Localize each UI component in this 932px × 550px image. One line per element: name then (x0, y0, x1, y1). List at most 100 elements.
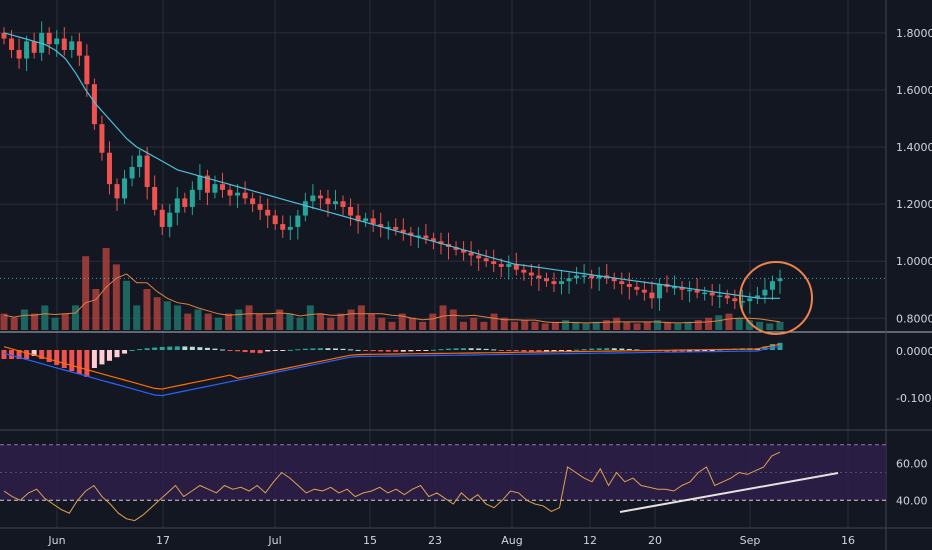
volume-bar-31 (317, 313, 325, 330)
candle-body-93 (702, 292, 708, 295)
candle-body-36 (272, 215, 278, 225)
macd-hist-35 (265, 350, 271, 352)
candle-body-66 (498, 264, 504, 267)
volume-bar-51 (521, 320, 529, 330)
candle-body-77 (581, 275, 587, 277)
macd-hist-72 (543, 350, 549, 352)
volume-bar-19 (194, 309, 202, 330)
macd-hist-59 (446, 348, 452, 350)
candle-body-102 (769, 281, 775, 290)
candle-body-12 (91, 84, 97, 125)
volume-bar-35 (357, 305, 365, 330)
candle-body-45 (340, 201, 346, 207)
candle-body-27 (204, 175, 210, 193)
candle-body-74 (559, 281, 565, 285)
candle-body-48 (363, 218, 369, 222)
axes: 1.8000 1.6000 1.4000 1.2000 1.0000 0.8000 0.00… (47, 27, 932, 547)
macd-hist-27 (204, 347, 210, 350)
candle-body-76 (574, 275, 580, 279)
candle-body-23 (174, 198, 180, 213)
volume-bar-20 (204, 313, 212, 330)
macd-hist-89 (672, 350, 678, 352)
macd-hist-8 (61, 350, 67, 368)
macd-hist-61 (461, 348, 467, 350)
candle-body-58 (438, 241, 444, 245)
date-tick-label-9: 16 (841, 534, 855, 547)
macd-hist-73 (551, 350, 557, 352)
volume-bar-46 (470, 317, 478, 330)
macd-hist-52 (393, 350, 399, 352)
macd-hist-40 (302, 348, 308, 350)
candle-body-41 (310, 195, 316, 202)
candle-body-11 (84, 55, 90, 85)
volume-bar-23 (235, 309, 243, 330)
volume-bar-28 (286, 313, 294, 330)
macd-hist-32 (242, 350, 248, 353)
macd-hist-37 (280, 350, 286, 351)
volume-bar-41 (419, 321, 427, 330)
volume-bar-67 (684, 321, 692, 330)
macd-hist-31 (235, 350, 241, 352)
candle-body-49 (370, 218, 376, 225)
candle-body-65 (491, 261, 497, 265)
macd-hist-83 (626, 348, 632, 350)
candle-body-31 (235, 192, 241, 196)
candle-body-55 (415, 235, 421, 238)
volume-bar-34 (347, 309, 355, 330)
candle-body-57 (430, 238, 436, 242)
macd-hist-10 (76, 350, 82, 374)
candle-body-40 (302, 201, 308, 216)
volume-bars (0, 248, 784, 330)
candle-body-29 (219, 184, 225, 190)
candle-body-100 (754, 295, 760, 299)
macd-hist-80 (604, 348, 610, 350)
volume-bar-68 (694, 320, 702, 330)
candle-body-13 (99, 124, 105, 153)
volume-bar-49 (500, 317, 508, 330)
candle-body-94 (709, 292, 715, 296)
macd-line (3, 345, 781, 397)
macd-hist-78 (589, 348, 595, 350)
macd-hist-46 (348, 349, 354, 351)
macd-hist-81 (611, 348, 617, 350)
macd-hist-44 (332, 348, 338, 350)
date-tick-label-7: 20 (648, 534, 662, 547)
macd-hist-15 (114, 350, 120, 358)
macd-hist-50 (378, 350, 384, 352)
macd-hist-57 (430, 349, 436, 351)
rsi-trendline (619, 472, 839, 513)
volume-bar-10 (102, 248, 110, 330)
macd-hist-13 (99, 350, 105, 365)
macd-hist-64 (483, 348, 489, 350)
macd-hist-26 (197, 347, 203, 350)
volume-bar-8 (82, 256, 90, 330)
volume-bar-14 (143, 289, 151, 330)
macd-hist-77 (581, 349, 587, 351)
candle-body-34 (257, 204, 263, 210)
candle-body-63 (476, 255, 482, 259)
macd-panel (1, 342, 783, 397)
candle-body-99 (747, 298, 753, 302)
highlight-circle (739, 261, 813, 335)
volume-bar-4 (41, 305, 49, 330)
volume-bar-52 (531, 321, 539, 330)
volume-bar-60 (613, 317, 621, 330)
candle-body-53 (400, 229, 406, 233)
volume-bar-13 (133, 305, 141, 330)
macd-hist-33 (250, 350, 256, 353)
candle-body-98 (739, 301, 745, 303)
volume-bar-2 (20, 309, 28, 330)
volume-bar-11 (112, 264, 120, 330)
candle-body-24 (182, 198, 188, 207)
volume-bar-55 (562, 320, 570, 330)
candle-body-10 (76, 41, 82, 56)
volume-bar-27 (276, 309, 284, 330)
volume-bar-61 (623, 321, 631, 330)
volume-bar-36 (368, 313, 376, 330)
volume-bar-9 (92, 289, 100, 330)
macd-hist-102 (769, 344, 775, 350)
candle-body-68 (513, 264, 519, 270)
volume-bar-59 (602, 320, 610, 330)
rsi-line (3, 451, 781, 522)
